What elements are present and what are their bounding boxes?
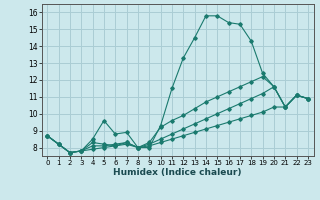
X-axis label: Humidex (Indice chaleur): Humidex (Indice chaleur): [113, 168, 242, 177]
